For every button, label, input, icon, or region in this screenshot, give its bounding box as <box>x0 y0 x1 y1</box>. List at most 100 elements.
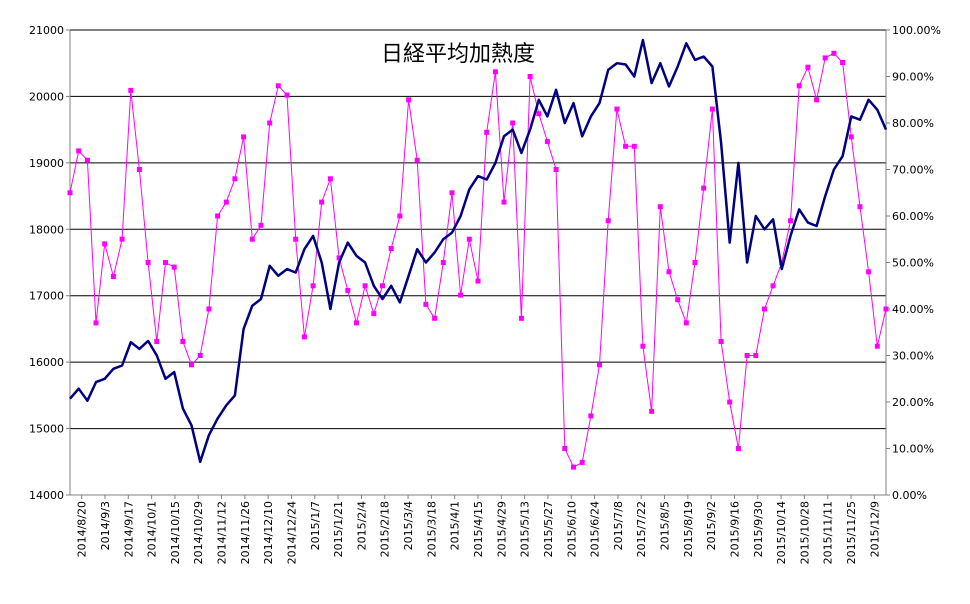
x-tick-label: 2015/11/11 <box>822 501 835 564</box>
x-tick-label: 2015/2/4 <box>355 501 368 550</box>
x-tick-label: 2014/12/10 <box>262 501 275 564</box>
left-tick-label: 16000 <box>29 356 64 369</box>
heat-point <box>171 264 177 270</box>
x-tick-label: 2015/4/15 <box>472 501 485 557</box>
heat-point <box>831 50 837 56</box>
heat-point <box>527 74 533 79</box>
heat-point <box>397 213 403 219</box>
heat-point <box>180 339 186 344</box>
series-layer <box>67 38 889 470</box>
heat-point <box>336 255 342 261</box>
x-tick-label: 2014/11/12 <box>216 501 229 564</box>
x-tick-label: 2014/9/17 <box>122 501 135 557</box>
right-tick-label: 20.00% <box>892 396 934 409</box>
x-tick-label: 2015/6/24 <box>589 501 602 557</box>
heat-point <box>414 157 420 163</box>
x-tick-label: 2014/8/20 <box>76 501 89 557</box>
x-tick-label: 2015/7/8 <box>612 501 625 550</box>
x-tick-label: 2015/3/4 <box>402 501 415 550</box>
right-tick-label: 100.00% <box>892 24 941 37</box>
heat-point <box>380 283 385 289</box>
right-tick-label: 10.00% <box>892 443 934 456</box>
left-axis: 14000 15000 16000 17000 18000 19000 20000 21000 <box>29 24 70 502</box>
right-tick-label: 30.00% <box>892 350 934 363</box>
x-tick-label: 2014/9/3 <box>99 501 112 550</box>
heat-point <box>189 362 194 368</box>
x-tick-label: 2015/5/27 <box>542 501 555 557</box>
right-tick-label: 50.00% <box>892 257 934 270</box>
heat-point <box>119 236 125 242</box>
x-tick-label: 2015/10/14 <box>775 501 788 564</box>
heat-point <box>458 292 464 298</box>
heat-point <box>770 283 776 289</box>
price-series-line <box>69 38 888 464</box>
heat-point <box>657 204 663 210</box>
heat-point <box>649 408 655 414</box>
heat-point <box>232 176 238 182</box>
heat-point <box>492 69 498 75</box>
heat-point <box>102 241 108 247</box>
right-tick-label: 70.00% <box>892 164 934 177</box>
left-tick-label: 18000 <box>29 223 64 236</box>
heat-point <box>675 297 681 303</box>
heat-point <box>666 269 672 275</box>
x-tick-label: 2015/4/1 <box>449 501 462 550</box>
heat-point <box>614 106 620 112</box>
x-tick-label: 2014/10/29 <box>192 501 205 564</box>
heat-point <box>145 260 151 265</box>
x-tick-label: 2014/10/1 <box>146 501 159 557</box>
x-axis: 2014/8/20 2014/9/3 2014/9/17 2014/10/1 2014/… <box>70 494 886 564</box>
x-tick-label: 2015/9/30 <box>752 501 765 557</box>
x-tick-label: 2014/12/24 <box>285 501 298 564</box>
heat-point <box>744 353 750 358</box>
heat-point <box>788 218 793 224</box>
heat-point <box>753 353 759 358</box>
heat-point <box>154 339 160 344</box>
right-axis: 0.00% 10.00% 20.00% 30.00% 40.00% 50.00% 60.00… <box>886 24 941 502</box>
heat-point <box>293 236 299 242</box>
heat-point <box>562 446 568 451</box>
heat-point <box>735 446 741 451</box>
heat-point <box>258 222 264 228</box>
heat-point <box>249 236 255 242</box>
heat-point <box>840 60 846 65</box>
heat-point <box>275 83 281 89</box>
x-tick-label: 2015/4/29 <box>495 501 508 557</box>
heat-point <box>267 120 273 126</box>
left-tick-label: 14000 <box>29 489 64 502</box>
left-tick-label: 20000 <box>29 90 64 103</box>
left-tick-label: 15000 <box>29 423 64 436</box>
x-tick-label: 2014/10/15 <box>169 501 182 564</box>
heat-point <box>518 315 524 321</box>
heat-point <box>440 260 446 265</box>
heat-point <box>466 236 472 242</box>
heat-point <box>163 260 168 265</box>
x-tick-label: 2015/1/7 <box>309 501 322 550</box>
heat-point <box>484 129 490 135</box>
heat-point <box>67 190 73 196</box>
x-tick-label: 2015/10/28 <box>798 501 811 564</box>
heat-point <box>848 134 854 140</box>
left-tick-label: 21000 <box>29 24 64 37</box>
heat-point <box>76 148 82 154</box>
x-tick-label: 2015/1/21 <box>332 501 345 557</box>
heat-point <box>371 311 377 317</box>
heat-point <box>579 459 585 465</box>
heat-point <box>536 111 542 117</box>
heat-point <box>110 274 116 279</box>
right-tick-label: 0.00% <box>892 489 927 502</box>
heat-point <box>544 139 550 145</box>
heat-point <box>805 64 811 70</box>
heat-point <box>571 464 576 470</box>
x-tick-label: 2015/5/13 <box>519 501 532 557</box>
heat-point <box>640 343 646 349</box>
heat-point <box>597 362 602 368</box>
heat-point <box>128 87 134 93</box>
heat-point <box>883 306 889 312</box>
heat-point <box>762 306 767 312</box>
heat-point <box>327 176 333 182</box>
heat-point <box>354 320 359 326</box>
heat-point <box>362 283 368 289</box>
heat-point <box>319 199 325 205</box>
